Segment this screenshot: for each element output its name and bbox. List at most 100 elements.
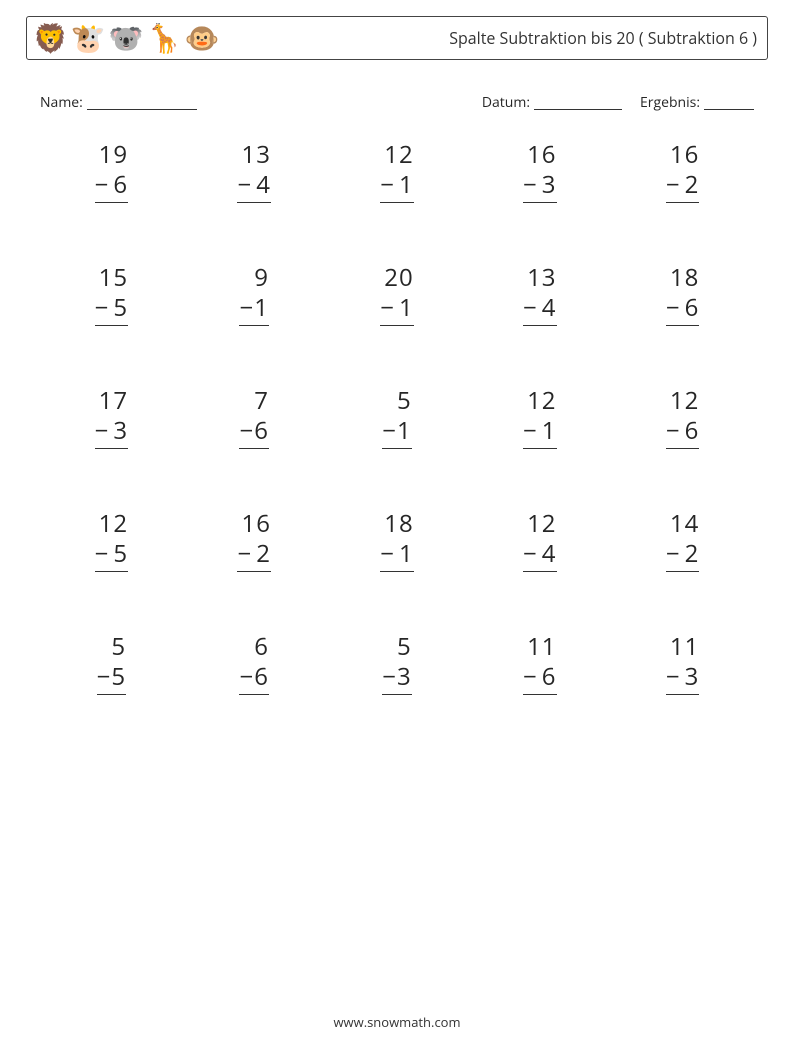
name-field: Name: — [40, 92, 482, 112]
minus-operator: − — [95, 537, 110, 570]
subtrahend-row: −2 — [666, 539, 699, 572]
subtrahend: 6 — [685, 414, 700, 447]
subtraction-problem: 12−6 — [611, 386, 754, 449]
animal-icons: 🦁 🐮 🐨 🦒 🐵 — [33, 24, 219, 52]
subtrahend-row: −2 — [666, 170, 699, 203]
minuend: 20 — [380, 263, 413, 293]
minus-operator: − — [523, 168, 538, 201]
subtrahend-row: −5 — [97, 662, 126, 695]
minus-operator: − — [523, 414, 538, 447]
subtrahend: 1 — [399, 168, 414, 201]
subtraction-problem: 16−2 — [183, 509, 326, 572]
subtraction-problem: 5−1 — [326, 386, 469, 449]
subtraction-problem: 5−5 — [40, 632, 183, 695]
minuend: 5 — [97, 632, 126, 662]
subtraction-problem: 9−1 — [183, 263, 326, 326]
problem-column: 12−6 — [666, 386, 699, 449]
subtrahend-row: −6 — [523, 662, 556, 695]
subtrahend: 1 — [399, 537, 414, 570]
subtrahend: 6 — [685, 291, 700, 324]
subtrahend-row: −1 — [239, 293, 268, 326]
subtraction-problem: 7−6 — [183, 386, 326, 449]
footer-url: www.snowmath.com — [0, 1013, 794, 1031]
problem-column: 16−2 — [666, 140, 699, 203]
subtraction-problem: 12−1 — [326, 140, 469, 203]
subtrahend: 3 — [542, 168, 557, 201]
worksheet-title: Spalte Subtraktion bis 20 ( Subtraktion … — [449, 27, 757, 49]
subtrahend: 1 — [542, 414, 557, 447]
subtrahend: 4 — [256, 168, 271, 201]
minus-operator: − — [666, 168, 681, 201]
problem-column: 9−1 — [239, 263, 268, 326]
subtraction-problem: 16−2 — [611, 140, 754, 203]
problem-column: 15−5 — [95, 263, 128, 326]
minuend: 18 — [380, 509, 413, 539]
subtraction-problem: 18−1 — [326, 509, 469, 572]
koala-icon: 🐨 — [109, 24, 144, 52]
minuend: 17 — [95, 386, 128, 416]
name-blank — [87, 95, 197, 110]
minus-operator: − — [666, 660, 681, 693]
problem-column: 11−3 — [666, 632, 699, 695]
subtraction-problem: 5−3 — [326, 632, 469, 695]
subtraction-problem: 14−2 — [611, 509, 754, 572]
minuend: 16 — [237, 509, 270, 539]
subtraction-problem: 12−5 — [40, 509, 183, 572]
minuend: 12 — [95, 509, 128, 539]
minuend: 13 — [237, 140, 270, 170]
minus-operator: − — [523, 537, 538, 570]
subtrahend: 3 — [113, 414, 128, 447]
subtraction-problem: 13−4 — [183, 140, 326, 203]
minus-operator: − — [95, 414, 110, 447]
minus-operator: − — [666, 291, 681, 324]
minuend: 11 — [666, 632, 699, 662]
minuend: 5 — [382, 386, 411, 416]
subtraction-problem: 19−6 — [40, 140, 183, 203]
subtrahend: 4 — [542, 537, 557, 570]
subtrahend-row: −4 — [523, 293, 556, 326]
date-field: Datum: — [482, 92, 622, 112]
subtrahend-row: −4 — [237, 170, 270, 203]
cow-icon: 🐮 — [71, 24, 106, 52]
problem-column: 13−4 — [523, 263, 556, 326]
problem-column: 18−1 — [380, 509, 413, 572]
problem-column: 5−3 — [382, 632, 411, 695]
subtrahend-row: −1 — [523, 416, 556, 449]
minus-operator: − — [523, 660, 538, 693]
minuend: 12 — [523, 509, 556, 539]
minuend: 6 — [239, 632, 268, 662]
subtraction-problem: 17−3 — [40, 386, 183, 449]
problem-column: 6−6 — [239, 632, 268, 695]
problem-column: 5−1 — [382, 386, 411, 449]
subtrahend-row: −6 — [95, 170, 128, 203]
subtrahend: 5 — [113, 537, 128, 570]
minuend: 7 — [239, 386, 268, 416]
minuend: 5 — [382, 632, 411, 662]
subtrahend-row: −6 — [666, 293, 699, 326]
subtraction-problem: 15−5 — [40, 263, 183, 326]
subtrahend: 4 — [542, 291, 557, 324]
minus-operator: − — [523, 291, 538, 324]
subtrahend-row: −6 — [239, 662, 268, 695]
subtraction-problem: 11−6 — [468, 632, 611, 695]
subtraction-problem: 16−3 — [468, 140, 611, 203]
subtrahend: 2 — [685, 168, 700, 201]
problem-column: 11−6 — [523, 632, 556, 695]
subtraction-problem: 11−3 — [611, 632, 754, 695]
minuend: 9 — [239, 263, 268, 293]
minuend: 18 — [666, 263, 699, 293]
subtrahend: 6 — [113, 168, 128, 201]
subtrahend-row: −1 — [380, 539, 413, 572]
lion-icon: 🦁 — [33, 24, 68, 52]
date-blank — [534, 95, 622, 110]
minus-operator: − — [95, 168, 110, 201]
subtrahend: 2 — [685, 537, 700, 570]
result-label: Ergebnis: — [640, 93, 700, 112]
monkey-icon: 🐵 — [185, 24, 220, 52]
minus-operator: − — [237, 537, 252, 570]
minus-operator: − — [666, 537, 681, 570]
minuend: 15 — [95, 263, 128, 293]
problem-column: 16−3 — [523, 140, 556, 203]
subtraction-problem: 13−4 — [468, 263, 611, 326]
subtraction-problem: 12−1 — [468, 386, 611, 449]
